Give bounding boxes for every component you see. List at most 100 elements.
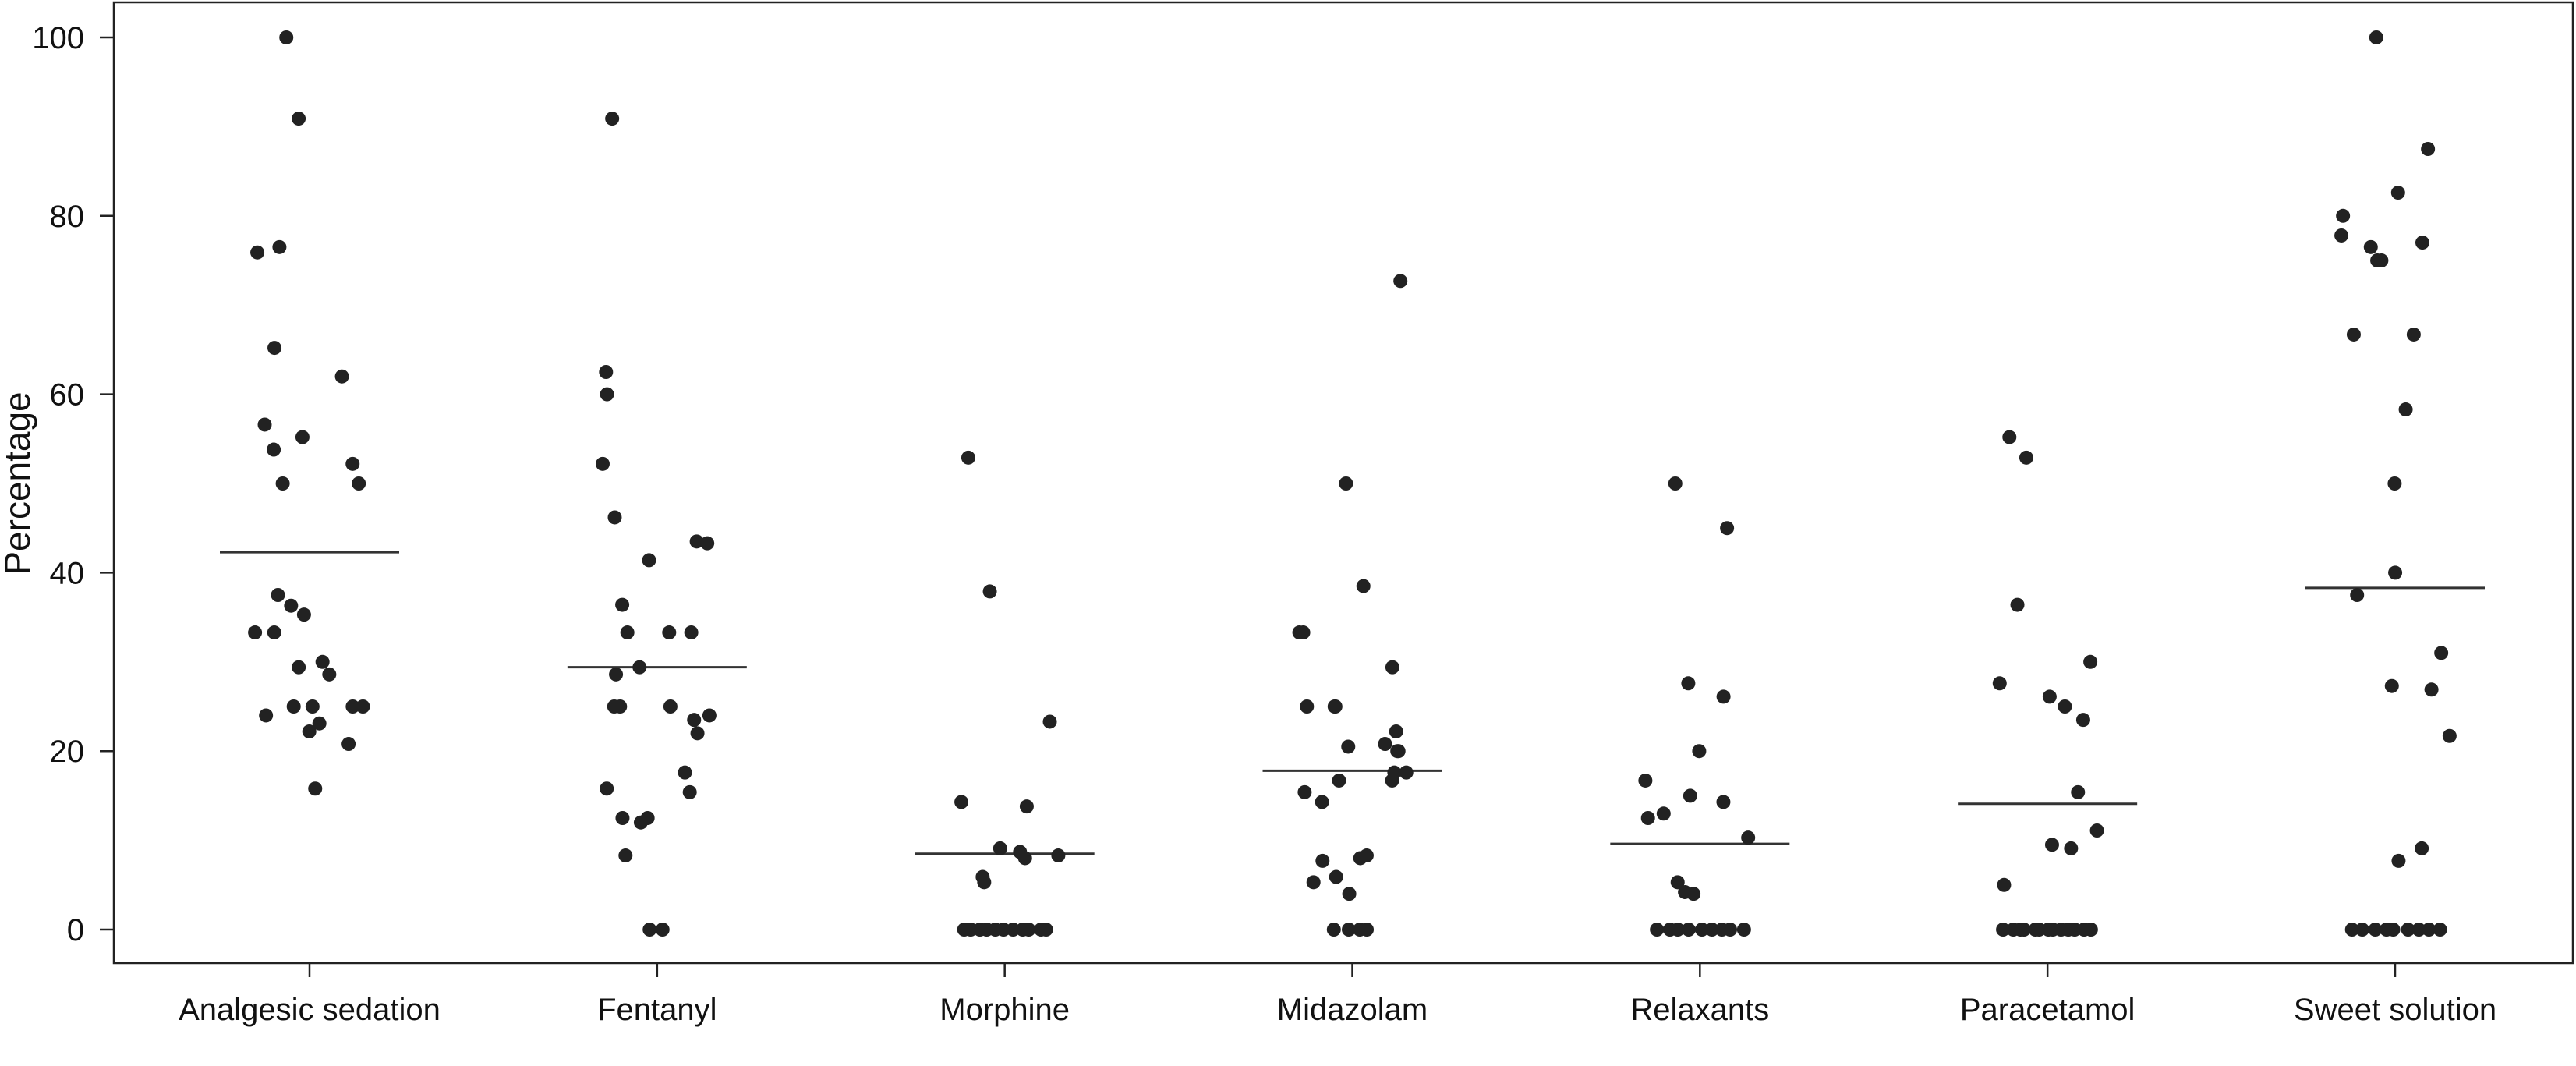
data-point xyxy=(292,112,306,126)
y-axis: 0 20 40 60 80 100 xyxy=(32,21,114,947)
data-point xyxy=(2355,923,2369,937)
data-point xyxy=(1723,923,1738,937)
data-point xyxy=(1716,795,1731,809)
data-point xyxy=(2384,678,2399,693)
data-point xyxy=(267,442,281,457)
data-point xyxy=(2374,253,2389,267)
data-point xyxy=(1297,784,1312,799)
x-tick-label: Sweet solution xyxy=(2294,993,2496,1027)
data-point xyxy=(1341,739,1356,754)
data-point xyxy=(595,456,610,471)
data-point xyxy=(2071,784,2086,799)
data-point xyxy=(1656,806,1671,821)
y-tick-label: 0 xyxy=(67,913,84,947)
data-point xyxy=(284,598,299,613)
data-point xyxy=(2368,923,2383,937)
data-point xyxy=(1378,737,1392,752)
data-point xyxy=(2044,838,2059,852)
series-group xyxy=(915,450,1095,937)
data-point xyxy=(2433,923,2447,937)
data-point xyxy=(700,536,715,551)
data-point xyxy=(1315,853,1330,868)
x-tick-label: Paracetamol xyxy=(1960,993,2135,1027)
data-point xyxy=(2391,853,2406,868)
data-point xyxy=(295,430,310,444)
data-point xyxy=(2346,327,2361,342)
data-point xyxy=(1741,830,1756,845)
data-point xyxy=(1389,724,1403,739)
data-point xyxy=(642,553,656,568)
data-point xyxy=(1360,923,1375,937)
data-point xyxy=(2334,228,2349,243)
data-point xyxy=(1339,476,1353,491)
data-point xyxy=(2386,923,2401,937)
data-point xyxy=(600,387,614,402)
data-point xyxy=(259,708,274,723)
data-point xyxy=(2401,923,2415,937)
data-point xyxy=(2442,728,2457,743)
data-point xyxy=(702,708,717,723)
data-point xyxy=(302,724,317,739)
data-point xyxy=(267,625,281,640)
data-point xyxy=(334,369,349,384)
data-point xyxy=(1385,773,1399,788)
data-point xyxy=(682,784,697,799)
x-tick-label: Analgesic sedation xyxy=(179,993,441,1027)
data-point xyxy=(1300,699,1315,714)
data-point xyxy=(279,30,294,44)
data-point xyxy=(1332,773,1346,788)
x-tick-label: Midazolam xyxy=(1277,993,1428,1027)
data-point xyxy=(1296,625,1311,640)
data-point xyxy=(600,781,614,796)
y-tick-label: 100 xyxy=(32,21,84,55)
data-point xyxy=(690,726,705,741)
data-point xyxy=(1683,788,1697,803)
data-point xyxy=(1997,877,2012,892)
data-point xyxy=(356,699,370,714)
series-group xyxy=(567,112,747,937)
data-point xyxy=(1393,274,1408,289)
data-point xyxy=(633,815,648,830)
data-point xyxy=(1039,923,1053,937)
data-point xyxy=(2369,30,2383,44)
data-point xyxy=(1686,887,1701,901)
data-point xyxy=(2406,327,2421,342)
data-point xyxy=(1668,476,1683,491)
data-point xyxy=(1353,851,1368,866)
data-point xyxy=(341,737,356,752)
data-point xyxy=(2064,841,2079,855)
data-point xyxy=(345,456,360,471)
data-point xyxy=(2390,186,2405,200)
data-point xyxy=(2016,923,2031,937)
data-point xyxy=(1042,714,1057,729)
data-point xyxy=(315,654,330,669)
data-point xyxy=(2415,236,2429,250)
data-point xyxy=(618,848,633,863)
data-point xyxy=(250,245,265,260)
plot-marks xyxy=(220,30,2485,937)
data-point xyxy=(632,660,647,675)
y-tick-label: 40 xyxy=(50,556,85,590)
data-point xyxy=(1670,923,1685,937)
data-point xyxy=(2336,208,2351,223)
data-point xyxy=(1399,765,1414,780)
data-point xyxy=(684,625,699,640)
data-point xyxy=(2411,923,2426,937)
data-point xyxy=(1051,848,1066,863)
data-point xyxy=(678,765,692,780)
data-point xyxy=(2002,430,2017,444)
data-point xyxy=(2083,654,2098,669)
data-point xyxy=(607,699,621,714)
y-tick-label: 60 xyxy=(50,378,85,413)
data-point xyxy=(257,417,272,432)
data-point xyxy=(1385,660,1399,675)
data-point xyxy=(275,476,290,491)
data-point xyxy=(2350,588,2365,602)
data-point xyxy=(1306,875,1321,890)
data-point xyxy=(2424,682,2439,697)
data-point xyxy=(2415,841,2429,855)
data-point xyxy=(2422,923,2436,937)
data-point xyxy=(1670,875,1685,890)
data-point xyxy=(2042,689,2057,704)
